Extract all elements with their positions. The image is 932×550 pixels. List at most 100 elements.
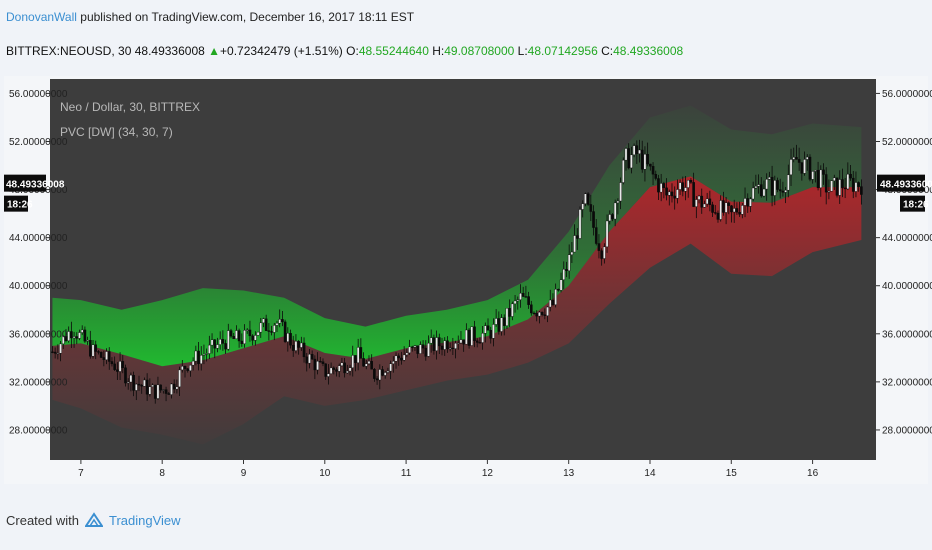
author-link[interactable]: DonovanWall — [6, 10, 77, 24]
candle-body — [340, 362, 344, 366]
candle-body — [594, 227, 598, 244]
candle-body — [224, 343, 227, 350]
candle-body — [140, 384, 144, 387]
y-tick-label-right: 36.00000000 — [882, 329, 932, 340]
candle-body — [126, 381, 130, 384]
tradingview-brand[interactable]: TradingView — [108, 512, 181, 528]
candle-body — [611, 214, 614, 220]
candle-body — [248, 329, 252, 337]
candle-body — [370, 360, 373, 370]
candle-body — [703, 203, 706, 208]
candle-body — [438, 337, 441, 347]
candle-body — [621, 159, 625, 183]
candle-body — [573, 235, 576, 253]
candle-body — [673, 195, 676, 199]
candle-body — [302, 342, 306, 358]
price-marker-left-label: 48.49336008 — [6, 180, 65, 191]
candle-body — [713, 212, 717, 214]
candle-body — [53, 351, 57, 354]
candle-body — [524, 296, 528, 298]
candle-body — [102, 357, 106, 360]
candle-body — [70, 331, 73, 339]
y-tick-label-left: 44.00000000 — [9, 233, 68, 244]
candle-body — [421, 344, 425, 349]
candle-body — [670, 191, 674, 197]
candle-body — [448, 347, 452, 350]
candle-body — [600, 250, 603, 259]
candle-body — [500, 317, 503, 332]
candle-body — [419, 344, 422, 354]
candle-body — [557, 289, 560, 291]
candle-body — [64, 335, 68, 341]
candle-body — [435, 337, 438, 351]
candle-body — [540, 311, 544, 315]
candle-body — [446, 340, 449, 350]
candle-body — [251, 335, 254, 341]
candle-body — [440, 345, 444, 350]
candle-body — [797, 159, 801, 163]
candle-body — [199, 355, 203, 364]
candle-body — [135, 383, 138, 391]
x-tick-label: 10 — [319, 468, 331, 479]
candle-body — [202, 354, 206, 356]
candle-body — [700, 195, 704, 208]
candle-body — [616, 200, 620, 204]
candle-body — [643, 154, 647, 170]
candle-body — [814, 169, 817, 172]
candle-body — [137, 383, 141, 386]
candle-body — [565, 269, 568, 271]
candle-body — [851, 177, 855, 192]
candle-body — [237, 330, 241, 342]
candle-body — [481, 333, 484, 343]
upper-band — [52, 105, 862, 367]
candle-body — [584, 193, 587, 204]
candle-body — [343, 362, 346, 374]
candle-body — [762, 188, 766, 197]
candle-body — [107, 351, 111, 362]
candle-body — [467, 329, 471, 346]
candle-body — [235, 330, 238, 340]
open-label: O: — [346, 44, 359, 58]
candle-body — [784, 189, 787, 193]
candle-body — [410, 346, 414, 348]
candle-body — [792, 157, 796, 160]
candle-body — [210, 339, 214, 346]
candle-body — [316, 361, 319, 371]
candle-body — [567, 254, 571, 271]
candle-body — [272, 325, 276, 333]
candle-body — [719, 200, 722, 220]
candle-body — [727, 202, 731, 206]
candle-body — [178, 369, 181, 388]
candle-body — [394, 355, 398, 362]
candle-body — [153, 384, 157, 399]
candle-body — [89, 340, 92, 357]
candle-body — [827, 190, 831, 193]
candle-body — [218, 339, 222, 345]
low-label: L: — [517, 44, 528, 58]
candle-body — [640, 149, 644, 170]
candle-body — [359, 347, 363, 359]
candle-body — [216, 344, 219, 349]
candle-body — [494, 318, 498, 325]
candle-body — [424, 347, 428, 357]
candle-body — [651, 166, 655, 175]
candle-body — [256, 331, 260, 336]
x-tick-label: 9 — [241, 468, 247, 479]
candle-body — [346, 370, 349, 374]
candle-body — [408, 346, 411, 354]
candle-body — [183, 366, 187, 369]
candle-body — [91, 344, 95, 357]
y-tick-label-left: 28.00000000 — [9, 425, 68, 436]
y-tick-label-right: 32.00000000 — [882, 377, 932, 388]
candle-body — [143, 379, 146, 387]
candle-body — [838, 179, 842, 196]
candle-body — [681, 182, 685, 192]
candle-body — [327, 373, 330, 377]
candle-body — [240, 340, 244, 344]
x-tick-label: 7 — [78, 468, 84, 479]
candle-body — [332, 367, 336, 370]
candle-body — [841, 179, 844, 189]
candle-body — [638, 149, 641, 154]
candle-body — [364, 363, 368, 367]
